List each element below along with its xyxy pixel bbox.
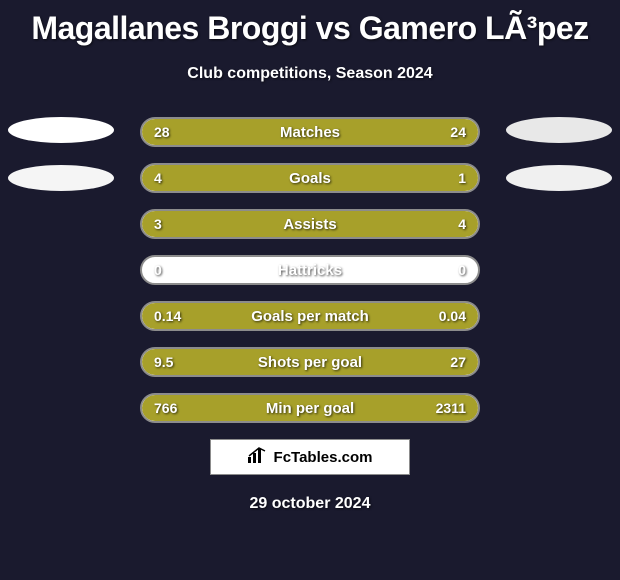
stat-row: 34Assists — [140, 209, 480, 239]
source-label: FcTables.com — [274, 449, 373, 466]
stat-row: 7662311Min per goal — [140, 393, 480, 423]
source-badge[interactable]: FcTables.com — [210, 439, 410, 475]
stat-fill-left — [142, 303, 411, 329]
player2-name: Gamero LÃ³pez — [359, 10, 589, 46]
bars-container: 2824Matches 41Goals 34Assists 0 0Hattricks 0.… — [140, 117, 480, 423]
team-logo-right-2 — [506, 165, 612, 191]
stat-value-left: 0 — [154, 257, 162, 283]
team-logo-left-2 — [8, 165, 114, 191]
comparison-chart: 2824Matches 41Goals 34Assists 0 0Hattricks 0.… — [0, 117, 620, 423]
chart-icon — [248, 447, 268, 468]
stat-fill-left — [142, 211, 293, 237]
stat-row: 41Goals — [140, 163, 480, 193]
stat-fill-left — [142, 395, 229, 421]
page-title: Magallanes Broggi vs Gamero LÃ³pez — [0, 0, 620, 47]
stat-fill-left — [142, 349, 233, 375]
stat-row: 9.527Shots per goal — [140, 347, 480, 377]
stat-fill-right — [229, 395, 478, 421]
vs-label: vs — [316, 10, 351, 46]
stat-fill-left — [142, 165, 404, 191]
team-logo-left-1 — [8, 117, 114, 143]
stat-fill-right — [411, 303, 478, 329]
stat-label: Hattricks — [142, 257, 478, 283]
stat-row: 0.140.04Goals per match — [140, 301, 480, 331]
stat-fill-left — [142, 119, 317, 145]
stat-row: 2824Matches — [140, 117, 480, 147]
team-logo-right-1 — [506, 117, 612, 143]
player1-name: Magallanes Broggi — [31, 10, 307, 46]
footer-date: 29 october 2024 — [0, 495, 620, 513]
stat-fill-right — [233, 349, 478, 375]
stat-fill-right — [317, 119, 478, 145]
stat-row: 0 0Hattricks — [140, 255, 480, 285]
subtitle: Club competitions, Season 2024 — [0, 65, 620, 83]
stat-fill-right — [404, 165, 478, 191]
stat-fill-right — [293, 211, 478, 237]
stat-value-right: 0 — [458, 257, 466, 283]
